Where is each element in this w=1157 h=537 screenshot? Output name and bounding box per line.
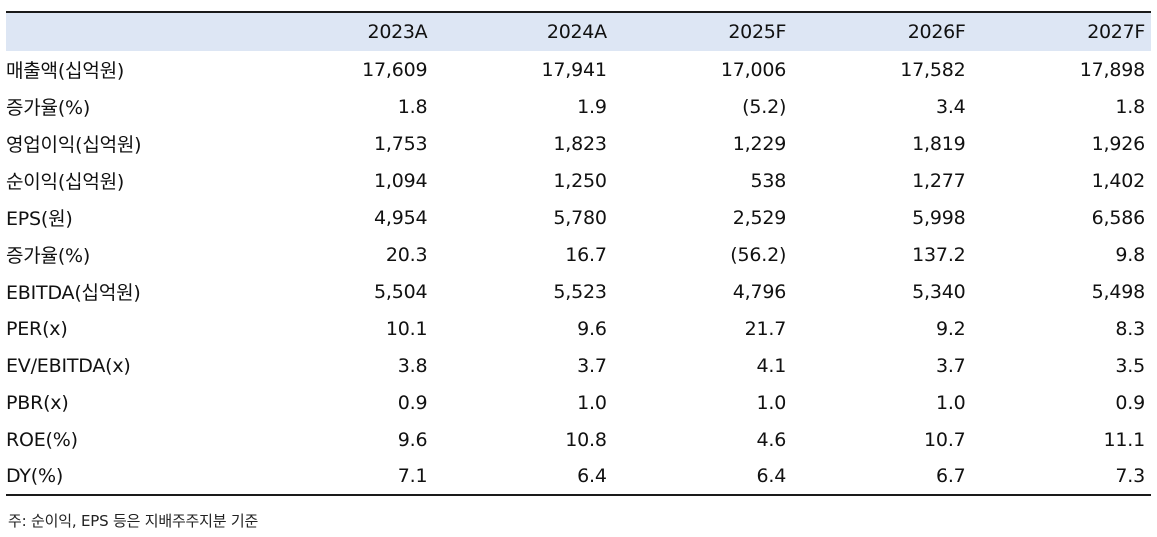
financial-summary-table-container: 2023A 2024A 2025F 2026F 2027F 매출액(십억원) 17… <box>6 11 1151 496</box>
table-cell: 1,926 <box>1091 132 1146 155</box>
table-cell: 17,941 <box>541 58 607 81</box>
row-label: 영업이익(십억원) <box>6 134 142 156</box>
table-row: 영업이익(십억원) 1,753 1,823 1,229 1,819 1,926 <box>6 125 1151 162</box>
row-label: EBITDA(십억원) <box>6 282 141 304</box>
row-label: 증가율(%) <box>6 97 91 119</box>
table-row: 순이익(십억원) 1,094 1,250 538 1,277 1,402 <box>6 162 1151 199</box>
column-header-2027f: 2027F <box>1087 21 1145 43</box>
table-row: PBR(x) 0.9 1.0 1.0 1.0 0.9 <box>6 384 1151 421</box>
table-cell: 1,402 <box>1091 169 1146 192</box>
column-header-label <box>6 12 254 51</box>
table-body: 매출액(십억원) 17,609 17,941 17,006 17,582 17,898 증가… <box>6 51 1151 495</box>
column-header-2025f: 2025F <box>728 21 787 43</box>
table-cell: 1,819 <box>912 132 966 155</box>
table-cell: 1.0 <box>935 391 966 414</box>
table-cell: 9.8 <box>1115 243 1145 266</box>
table-cell: 10.1 <box>385 317 428 340</box>
table-cell: 6,586 <box>1091 206 1146 229</box>
table-row: DY(%) 7.1 6.4 6.4 6.7 7.3 <box>6 458 1151 495</box>
table-cell: 5,523 <box>553 280 607 303</box>
row-label: PER(x) <box>6 317 68 340</box>
table-cell: 17,609 <box>362 58 428 81</box>
table-cell: 10.8 <box>565 428 607 451</box>
table-cell: 1.8 <box>397 95 428 118</box>
table-cell: 20.3 <box>385 243 428 266</box>
table-cell: 17,006 <box>720 58 787 81</box>
table-cell: 5,998 <box>912 206 966 229</box>
table-cell: 2,529 <box>732 206 787 229</box>
table-row: 증가율(%) 1.8 1.9 (5.2) 3.4 1.8 <box>6 88 1151 125</box>
table-cell: 11.1 <box>1103 428 1145 451</box>
table-row: ROE(%) 9.6 10.8 4.6 10.7 11.1 <box>6 421 1151 458</box>
table-cell: (5.2) <box>742 95 787 118</box>
table-header-row: 2023A 2024A 2025F 2026F 2027F <box>6 12 1151 51</box>
column-header-2023a: 2023A <box>367 21 428 43</box>
table-cell: 6.7 <box>935 465 966 487</box>
table-cell: 3.8 <box>397 354 428 377</box>
table-cell: 10.7 <box>924 428 966 451</box>
table-cell: 7.1 <box>397 465 428 487</box>
table-cell: 1.8 <box>1115 95 1145 118</box>
table-cell: 8.3 <box>1115 317 1145 340</box>
table-cell: 3.7 <box>577 354 607 377</box>
row-label: PBR(x) <box>6 391 69 414</box>
table-row: EV/EBITDA(x) 3.8 3.7 4.1 3.7 3.5 <box>6 347 1151 384</box>
table-cell: 9.2 <box>935 317 966 340</box>
row-label: EPS(원) <box>6 208 73 230</box>
table-cell: 7.3 <box>1115 465 1145 487</box>
table-cell: 1.9 <box>577 95 607 118</box>
table-cell: 4,796 <box>732 280 787 303</box>
table-cell: 1,250 <box>553 169 607 192</box>
table-cell: 137.2 <box>912 243 966 266</box>
table-cell: 5,504 <box>373 280 428 303</box>
table-cell: 1.0 <box>756 391 787 414</box>
table-cell: 3.5 <box>1115 354 1145 377</box>
row-label: 매출액(십억원) <box>6 60 125 82</box>
table-cell: 17,582 <box>900 58 966 81</box>
row-label: 순이익(십억원) <box>6 171 125 193</box>
table-cell: 1.0 <box>577 391 607 414</box>
table-row: EBITDA(십억원) 5,504 5,523 4,796 5,340 5,498 <box>6 273 1151 310</box>
row-label: EV/EBITDA(x) <box>6 354 131 377</box>
table-cell: 1,094 <box>373 169 428 192</box>
table-cell: 1,229 <box>732 132 787 155</box>
table-cell: 9.6 <box>577 317 607 340</box>
table-cell: 17,898 <box>1079 58 1145 81</box>
column-header-2024a: 2024A <box>546 21 607 43</box>
table-cell: 6.4 <box>756 465 787 487</box>
column-header-2026f: 2026F <box>907 21 966 43</box>
footnote: 주: 순이익, EPS 등은 지배주주지분 기준 <box>8 512 259 530</box>
table-row: 증가율(%) 20.3 16.7 (56.2) 137.2 9.8 <box>6 236 1151 273</box>
row-label: DY(%) <box>6 465 64 487</box>
table-cell: 5,780 <box>553 206 607 229</box>
table-cell: 0.9 <box>1115 391 1145 414</box>
table-cell: 4.1 <box>756 354 787 377</box>
table-cell: 5,340 <box>912 280 966 303</box>
table-cell: 6.4 <box>577 465 607 487</box>
table-cell: 21.7 <box>744 317 787 340</box>
table-row: 매출액(십억원) 17,609 17,941 17,006 17,582 17,898 <box>6 51 1151 88</box>
table-cell: 3.7 <box>935 354 966 377</box>
table-row: PER(x) 10.1 9.6 21.7 9.2 8.3 <box>6 310 1151 347</box>
table-cell: 1,753 <box>373 132 428 155</box>
table-row: EPS(원) 4,954 5,780 2,529 5,998 6,586 <box>6 199 1151 236</box>
table-cell: 5,498 <box>1091 280 1146 303</box>
row-label: 증가율(%) <box>6 245 91 267</box>
table-cell: 1,277 <box>912 169 966 192</box>
table-cell: (56.2) <box>730 243 787 266</box>
table-cell: 538 <box>750 169 787 192</box>
table-cell: 0.9 <box>397 391 428 414</box>
financial-summary-table: 2023A 2024A 2025F 2026F 2027F 매출액(십억원) 17… <box>6 11 1151 496</box>
table-cell: 1,823 <box>553 132 607 155</box>
table-cell: 4.6 <box>756 428 787 451</box>
row-label: ROE(%) <box>6 428 78 451</box>
table-cell: 9.6 <box>397 428 428 451</box>
table-cell: 3.4 <box>935 95 966 118</box>
table-cell: 4,954 <box>373 206 428 229</box>
table-cell: 16.7 <box>565 243 607 266</box>
